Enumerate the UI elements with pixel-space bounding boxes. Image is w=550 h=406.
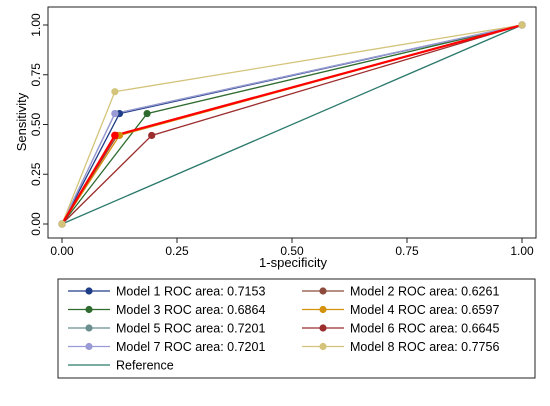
- series-line: [61, 24, 523, 225]
- y-tick-label: 0.25: [29, 162, 43, 186]
- legend-label: Model 6 ROC area: 0.6645: [350, 322, 499, 336]
- legend-marker: [85, 287, 93, 295]
- highlight-point: [111, 131, 119, 140]
- legend-label: Model 4 ROC area: 0.6597: [350, 303, 499, 317]
- series-point: [148, 131, 156, 140]
- legend-marker: [319, 287, 327, 295]
- legend-label: Model 5 ROC area: 0.7201: [116, 322, 265, 336]
- y-axis-label: Sensitivity: [14, 92, 29, 151]
- y-tick-label: 0.75: [29, 63, 43, 87]
- legend-label: Model 1 ROC area: 0.7153: [116, 285, 265, 299]
- x-tick-label: 0.75: [395, 244, 419, 258]
- series-point: [143, 109, 151, 118]
- y-tick-label: 0.00: [29, 212, 43, 236]
- legend-marker: [85, 324, 93, 332]
- y-tick-label: 0.50: [29, 112, 43, 136]
- x-axis-label: 1-specificity: [259, 255, 327, 270]
- legend-marker: [319, 305, 327, 314]
- legend-box: [57, 278, 536, 379]
- legend-label: Model 2 ROC area: 0.6261: [350, 285, 499, 299]
- x-tick-label: 0.00: [50, 244, 74, 258]
- legend-marker: [319, 324, 327, 332]
- legend-marker: [85, 342, 93, 351]
- y-tick-label: 1.00: [29, 13, 43, 37]
- series-point: [518, 21, 526, 29]
- legend-label: Model 3 ROC area: 0.6864: [116, 303, 265, 317]
- axes-layer: 0.00 0.25 0.50 0.75 1.00 0.00 0.25 0.50 0.75 1.00: [29, 6, 537, 258]
- legend-marker: [319, 342, 327, 351]
- x-tick-label: 1.00: [510, 244, 534, 258]
- series-point: [111, 109, 119, 118]
- legend-label: Model 7 ROC area: 0.7201: [116, 340, 265, 354]
- legend: Model 1 ROC area: 0.7153 Model 2 ROC area…: [57, 278, 536, 379]
- legend-label: Reference: [116, 359, 174, 373]
- series-point: [111, 88, 119, 96]
- x-tick-label: 0.50: [280, 244, 304, 258]
- legend-label: Model 8 ROC area: 0.7756: [350, 340, 499, 354]
- series-point: [58, 220, 66, 228]
- x-tick-label: 0.25: [165, 244, 189, 258]
- series-layer: [58, 21, 526, 228]
- legend-marker: [85, 305, 93, 314]
